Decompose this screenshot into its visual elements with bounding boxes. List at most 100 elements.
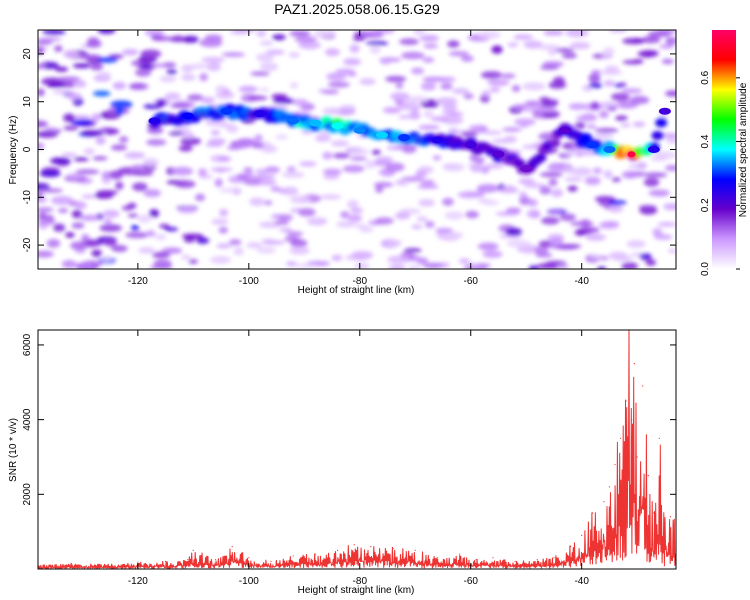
- spectrogram-noise-blob: [349, 156, 368, 161]
- spectrogram-noise-blob: [38, 219, 57, 225]
- spectrogram-noise-blob: [52, 89, 72, 95]
- spectrogram-noise-blob: [101, 255, 113, 262]
- spectrogram-noise-blob: [482, 250, 503, 258]
- spectrogram-noise-blob: [502, 127, 522, 132]
- spectrogram-noise-blob: [81, 234, 90, 241]
- spectrogram-noise-blob: [395, 82, 404, 89]
- spectrogram-noise-blob: [236, 173, 249, 180]
- spectrogram-noise-blob: [262, 240, 286, 245]
- spectrogram-noise-blob: [288, 52, 300, 58]
- spectrogram-noise-blob: [111, 244, 128, 253]
- spectrogram-ridge-peak: [627, 151, 636, 158]
- spectrogram-noise-blob: [528, 199, 538, 207]
- snr-point: [592, 512, 594, 514]
- spectrogram-noise-blob: [347, 70, 357, 77]
- spectrogram-noise-blob: [259, 40, 274, 46]
- spectrogram-noise-blob: [401, 145, 417, 154]
- spectrogram-noise-blob: [458, 258, 471, 264]
- spectrogram-y-tick-label: 20: [22, 48, 33, 60]
- snr-point: [292, 555, 294, 557]
- spectrogram-noise-blob: [664, 164, 676, 172]
- spectrogram-noise-blob: [205, 117, 227, 127]
- spectrogram-noise-blob: [70, 119, 93, 126]
- spectrogram-noise-blob: [387, 255, 411, 264]
- spectrogram-ridge-peak: [559, 126, 572, 134]
- spectrogram-noise-blob: [665, 137, 676, 144]
- colorbar-tick-label: 0.2: [700, 198, 711, 212]
- spectrogram-noise-blob: [323, 173, 340, 180]
- spectrogram-noise-blob: [112, 81, 127, 90]
- spectrogram-noise-blob: [386, 239, 403, 247]
- spectrogram-noise-blob: [665, 37, 676, 45]
- spectrogram-noise-blob: [289, 195, 311, 204]
- snr-point: [669, 516, 672, 518]
- spectrogram-noise-blob: [440, 82, 453, 90]
- spectrogram-noise-blob: [663, 203, 676, 211]
- spectrogram-noise-blob: [653, 234, 673, 240]
- spectrogram-noise-blob: [289, 246, 310, 255]
- spectrogram-noise-blob: [274, 220, 290, 225]
- spectrogram-noise-blob: [42, 30, 66, 36]
- spectrogram-noise-blob: [166, 69, 178, 75]
- spectrogram-noise-blob: [388, 264, 405, 269]
- snr-point: [631, 419, 633, 421]
- snr-point: [187, 559, 189, 561]
- spectrogram-noise-blob: [648, 189, 670, 197]
- spectrogram-x-tick-label: -40: [574, 276, 589, 287]
- spectrogram-noise-blob: [54, 66, 69, 72]
- spectrogram-noise-blob: [211, 218, 229, 225]
- spectrogram-noise-blob: [71, 222, 85, 229]
- spectrogram-noise-blob: [53, 223, 66, 232]
- spectrogram-noise-blob: [50, 195, 74, 205]
- snr-point: [636, 456, 638, 458]
- spectrogram-noise-blob: [259, 62, 279, 72]
- spectrogram-noise-blob: [590, 101, 601, 110]
- spectrogram-noise-blob: [470, 157, 486, 163]
- spectrogram-noise-blob: [275, 134, 289, 140]
- spectrogram-ridge-peak: [586, 141, 599, 149]
- spectrogram-noise-blob: [164, 92, 181, 101]
- spectrogram-noise-blob: [130, 164, 147, 173]
- spectrogram-noise-blob: [47, 82, 66, 88]
- spectrogram-noise-blob: [553, 76, 565, 86]
- spectrogram-noise-blob: [613, 254, 633, 262]
- spectrogram-noise-blob: [217, 155, 231, 162]
- spectrogram-noise-blob: [435, 97, 458, 105]
- spectrogram-noise-blob: [643, 177, 660, 187]
- spectrogram-noise-blob: [575, 114, 598, 122]
- spectrogram-noise-blob: [298, 40, 321, 50]
- spectrogram-noise-blob: [200, 96, 215, 104]
- spectrogram-noise-blob: [539, 172, 563, 178]
- spectrogram-y-ticks: -20 -10 0 10 20: [22, 48, 676, 252]
- snr-point: [614, 463, 616, 466]
- snr-panel: -120 -100 -80 -60 -40 2000 4000 6000 Height of…: [8, 329, 677, 596]
- snr-point: [658, 437, 660, 439]
- spectrogram-noise-blob: [322, 168, 342, 176]
- spectrogram-noise-blob: [115, 181, 124, 190]
- spectrogram-noise-blob: [457, 191, 482, 199]
- spectrogram-noise-blob: [201, 56, 225, 63]
- spectrogram-noise-blob: [523, 182, 546, 189]
- spectrogram-noise-blob: [324, 48, 340, 57]
- spectrogram-noise-blob: [90, 62, 104, 71]
- spectrogram-noise-blob: [399, 38, 419, 45]
- snr-point: [633, 363, 635, 365]
- spectrogram-noise-blob: [159, 75, 177, 83]
- spectrogram-noise-blob: [480, 71, 503, 79]
- spectrogram-ridge-blob: [534, 153, 547, 163]
- snr-point: [475, 559, 477, 561]
- spectrogram-noise-blob: [610, 92, 630, 102]
- spectrogram-noise-blob: [638, 205, 657, 210]
- spectrogram-noise-blob: [546, 165, 564, 172]
- spectrogram-noise-blob: [564, 176, 583, 182]
- snr-line-series: [38, 330, 676, 569]
- spectrogram-noise-blob: [226, 145, 242, 151]
- snr-point: [642, 385, 644, 387]
- snr-point: [514, 560, 516, 563]
- spectrogram-noise-blob: [125, 231, 149, 239]
- spectrogram-noise-blob: [505, 227, 523, 237]
- spectrogram-noise-blob: [336, 220, 355, 228]
- spectrogram-noise-blob: [144, 30, 165, 37]
- spectrogram-noise-blob: [442, 231, 464, 239]
- spectrogram-noise-blob: [38, 207, 54, 213]
